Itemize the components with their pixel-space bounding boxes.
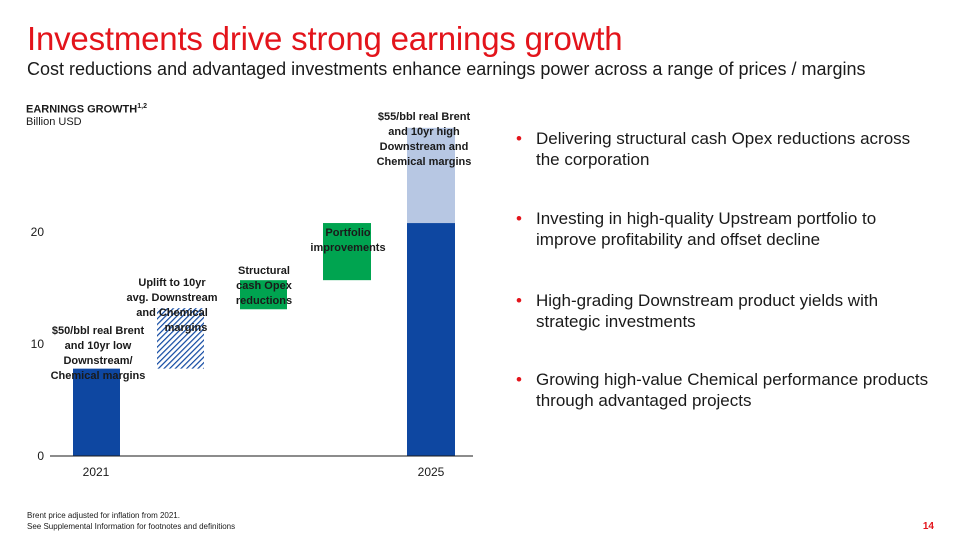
x-tick-label: 2021 [83,465,110,479]
bullet-item: • Growing high-value Chemical performance… [514,369,934,411]
footnotes: Brent price adjusted for inflation from … [27,510,235,532]
key-points-list: • Delivering structural cash Opex reducti… [514,128,934,449]
bullet-item: • Investing in high-quality Upstream port… [514,208,934,250]
bar-2025-base [407,223,455,456]
bar-annotation: $50/bbl real Brent and 10yr low Downstream… [51,325,146,382]
bullet-text: Delivering structural cash Opex reductio… [536,129,911,169]
bullet-text: Investing in high-quality Upstream portf… [536,209,877,249]
bullet-item: • High-grading Downstream product yields … [514,290,934,332]
bullet-item: • Delivering structural cash Opex reducti… [514,128,934,170]
bar-margin-uplift [157,308,204,369]
bullet-dot-icon: • [516,209,522,228]
chart-title: EARNINGS GROWTH1,2 [26,103,147,116]
bullet-text: High-grading Downstream product yields w… [536,291,879,331]
bullet-dot-icon: • [516,291,522,310]
chart-title-footnote-ref: 1,2 [137,103,147,110]
slide-subtitle: Cost reductions and advantaged investmen… [27,59,866,79]
bar-2025-high-margins [407,127,455,224]
bar-2021-base [73,368,120,456]
bar-annotation: Portfolio improvements [310,227,385,254]
bar-annotation: Structural cash Opex reductions [236,265,293,307]
bullet-dot-icon: • [516,370,522,389]
footnote-line: See Supplemental Information for footnot… [27,522,236,531]
footnote-line: Brent price adjusted for inflation from … [27,511,180,520]
page-number: 14 [922,521,934,532]
chart-unit-label: Billion USD [26,116,82,128]
earnings-growth-chart: $50/bbl real Brent and 10yr low Downstream… [31,111,473,479]
bullet-text: Growing high-value Chemical performance … [536,370,929,410]
chart-title-text: EARNINGS GROWTH [26,103,138,116]
bullet-dot-icon: • [516,129,522,148]
bar-annotation: $55/bbl real Brent and 10yr high Downstrea… [377,111,472,168]
y-tick-label: 0 [37,449,44,463]
bar-opex-reductions [240,280,287,310]
bar-annotation: Uplift to 10yr avg. Downstream and Chemica… [126,277,217,334]
y-tick-label: 10 [31,337,45,351]
x-tick-label: 2025 [418,465,445,479]
y-tick-label: 20 [31,225,45,239]
bar-portfolio-improvements [323,223,371,281]
slide-title: Investments drive strong earnings growth [27,20,623,57]
